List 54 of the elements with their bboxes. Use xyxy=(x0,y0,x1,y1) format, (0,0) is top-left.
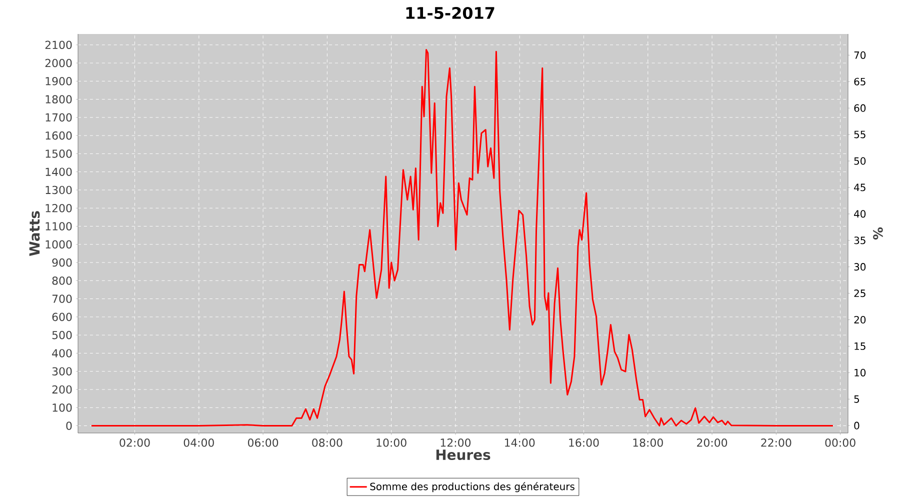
x-tick-label: 02:00 xyxy=(120,438,150,447)
y2-tick-label: 65 xyxy=(854,78,866,86)
y-tick-label: 700 xyxy=(52,294,72,303)
x-tick-label: 12:00 xyxy=(440,438,471,447)
y-tick-label: 1800 xyxy=(46,95,72,104)
x-tick-label: 00:00 xyxy=(825,438,856,447)
x-tick-label: 08:00 xyxy=(312,438,342,447)
y-tick-label: 2000 xyxy=(45,58,72,68)
y2-tick-label: 70 xyxy=(854,51,866,59)
y-tick-label: 0 xyxy=(66,422,72,430)
y2-tick-label: 30 xyxy=(854,263,866,271)
y-tick-label: 2100 xyxy=(45,40,72,50)
y-tick-label: 1700 xyxy=(46,113,72,122)
y-tick-label: 1500 xyxy=(46,150,72,158)
y2-axis-title: % xyxy=(873,227,883,240)
y-tick-label: 500 xyxy=(52,330,72,340)
x-tick-label: 20:00 xyxy=(697,438,728,447)
x-tick-label: 06:00 xyxy=(248,438,278,447)
y-axis-title: Watts xyxy=(29,211,40,256)
y2-tick-label: 50 xyxy=(854,157,866,165)
y2-tick-label: 40 xyxy=(854,210,866,218)
y-tick-label: 400 xyxy=(52,349,72,358)
legend-label: Somme des productions des générateurs xyxy=(370,482,574,492)
y2-tick-label: 10 xyxy=(854,368,866,376)
y2-tick-label: 35 xyxy=(854,236,866,244)
chart-title: 11-5-2017 xyxy=(406,6,494,20)
y-tick-label: 100 xyxy=(52,403,72,412)
y2-tick-label: 5 xyxy=(854,395,860,403)
y2-tick-label: 20 xyxy=(854,316,866,324)
y-tick-label: 200 xyxy=(52,385,72,394)
y-tick-label: 1400 xyxy=(46,168,72,176)
x-tick-label: 10:00 xyxy=(376,438,406,447)
x-axis-title: Heures xyxy=(436,450,490,460)
y-tick-label: 1900 xyxy=(46,77,72,86)
y2-tick-label: 55 xyxy=(854,130,866,138)
x-tick-label: 18:00 xyxy=(633,438,663,447)
y-tick-label: 300 xyxy=(52,367,72,376)
y-tick-label: 600 xyxy=(52,312,72,322)
y2-tick-label: 45 xyxy=(854,184,866,192)
y2-tick-label: 0 xyxy=(854,422,860,430)
y-tick-label: 1200 xyxy=(46,204,72,212)
y2-tick-label: 60 xyxy=(854,104,866,112)
y2-tick-label: 25 xyxy=(854,290,866,298)
y-tick-label: 1300 xyxy=(46,186,72,194)
x-tick-label: 16:00 xyxy=(569,438,599,447)
x-tick-label: 22:00 xyxy=(761,438,792,447)
y2-tick-label: 15 xyxy=(854,342,866,350)
x-tick-label: 14:00 xyxy=(505,438,535,447)
y-tick-label: 1100 xyxy=(46,222,72,230)
y-tick-label: 900 xyxy=(52,258,72,267)
y-tick-label: 1600 xyxy=(46,131,72,140)
y-tick-label: 800 xyxy=(52,276,72,285)
y-tick-label: 1000 xyxy=(46,240,72,249)
x-tick-label: 04:00 xyxy=(184,438,214,447)
